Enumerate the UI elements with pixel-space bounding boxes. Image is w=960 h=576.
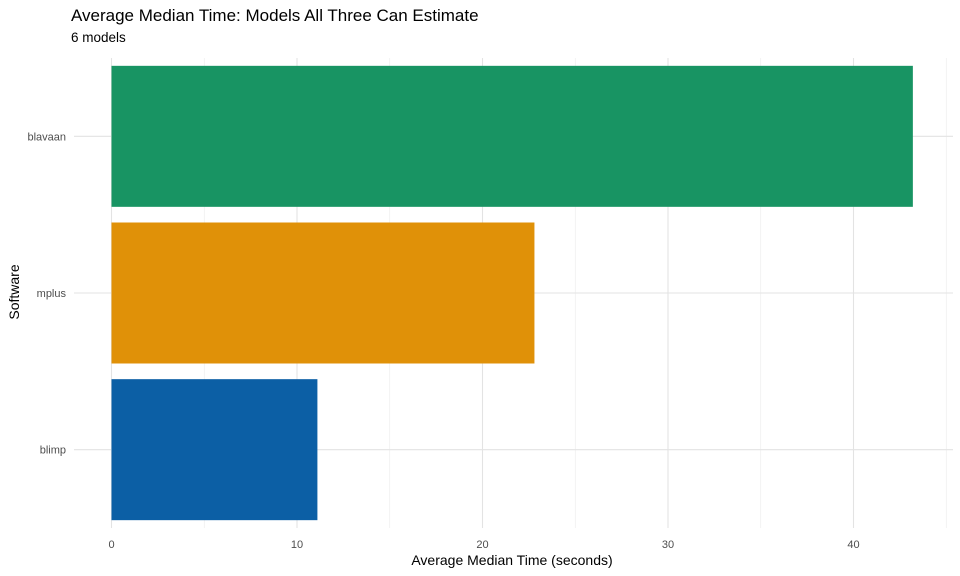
- x-tick-label: 0: [108, 539, 114, 551]
- bar-blavaan: [111, 65, 913, 207]
- tick-labels: blavaan mplus blimp 0 10 20 30 40: [27, 131, 859, 551]
- bar-blimp: [111, 379, 318, 521]
- y-tick-label: mplus: [37, 288, 67, 300]
- y-tick-label: blimp: [40, 445, 66, 457]
- x-axis-label: Average Median Time (seconds): [411, 552, 613, 568]
- chart-subtitle: 6 models: [71, 30, 126, 45]
- x-tick-label: 30: [662, 539, 674, 551]
- y-tick-label: blavaan: [27, 131, 66, 143]
- y-axis-label: Software: [6, 264, 22, 320]
- bar-mplus: [111, 222, 535, 364]
- x-tick-label: 40: [847, 539, 859, 551]
- x-tick-label: 20: [476, 539, 488, 551]
- bars: [111, 65, 913, 521]
- x-tick-label: 10: [291, 539, 303, 551]
- chart-title: Average Median Time: Models All Three Ca…: [71, 6, 479, 25]
